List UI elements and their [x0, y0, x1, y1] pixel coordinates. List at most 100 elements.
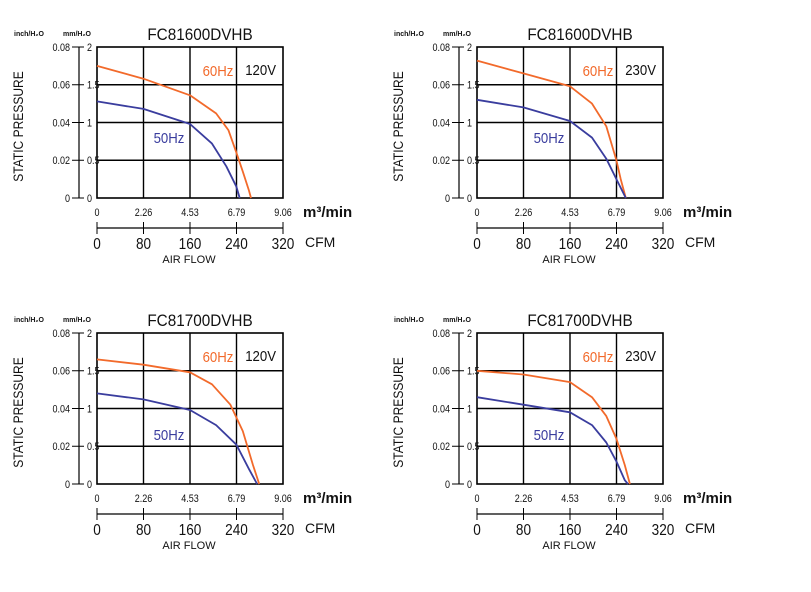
- y-tick-label-mm: 1.5: [87, 366, 100, 378]
- y-tick-label-inch: 0: [445, 479, 450, 491]
- y-tick-label-inch: 0.04: [432, 118, 450, 130]
- y-unit-inch: inch/H₂O: [14, 317, 45, 324]
- x-tick-label-cfm: 240: [225, 236, 248, 253]
- y-tick-label-mm: 0: [87, 193, 92, 205]
- series-line-60hz: [476, 369, 631, 485]
- y-unit-mm: mm/H₂O: [443, 31, 472, 38]
- y-tick-label-inch: 0.02: [52, 156, 70, 168]
- x-tick-label-cfm: 80: [516, 522, 531, 539]
- y-tick-label-mm: 1.5: [467, 366, 480, 378]
- voltage-label: 230V: [625, 347, 656, 364]
- series-line-50hz: [96, 100, 241, 199]
- y-tick-label-mm: 2: [87, 328, 92, 340]
- x-tick-label-cfm: 0: [473, 522, 481, 539]
- x-tick-label-m3: 4.53: [181, 493, 199, 505]
- x-unit-m3: m³/min: [683, 490, 732, 507]
- series-label-60hz: 60Hz: [203, 62, 234, 79]
- x-tick-label-cfm: 320: [652, 236, 675, 253]
- series-line-60hz: [96, 358, 261, 485]
- x-axis-title: AIR FLOW: [162, 254, 216, 266]
- x-unit-cfm: CFM: [305, 234, 335, 250]
- y-unit-mm: mm/H₂O: [63, 317, 92, 324]
- x-axis-title: AIR FLOW: [542, 254, 596, 266]
- y-tick-label-inch: 0.06: [432, 366, 450, 378]
- y-tick-label-inch: 0.06: [52, 80, 70, 92]
- y-tick-label-mm: 1: [87, 118, 92, 130]
- x-tick-label-m3: 0: [94, 207, 99, 219]
- y-tick-label-mm: 0.5: [87, 442, 100, 454]
- y-tick-label-mm: 2: [467, 42, 472, 54]
- x-tick-label-m3: 6.79: [228, 493, 246, 505]
- y-tick-label-inch: 0.08: [432, 42, 450, 54]
- y-tick-label-inch: 0: [65, 479, 70, 491]
- y-tick-label-inch: 0.06: [52, 366, 70, 378]
- y-axis-title: STATIC PRESSURE: [10, 71, 26, 182]
- x-tick-label-cfm: 320: [272, 236, 295, 253]
- y-tick-label-inch: 0.02: [432, 442, 450, 454]
- x-tick-label-m3: 9.06: [654, 207, 672, 219]
- x-tick-label-m3: 9.06: [274, 493, 292, 505]
- chart-title: FC81600DVHB: [527, 25, 632, 44]
- x-unit-m3: m³/min: [303, 490, 352, 507]
- y-tick-label-inch: 0.08: [52, 328, 70, 340]
- y-tick-label-inch: 0.02: [432, 156, 450, 168]
- y-tick-label-mm: 1: [467, 404, 472, 416]
- x-tick-label-cfm: 160: [559, 236, 582, 253]
- y-tick-label-inch: 0.02: [52, 442, 70, 454]
- y-unit-inch: inch/H₂O: [394, 317, 425, 324]
- x-tick-label-m3: 6.79: [228, 207, 246, 219]
- x-tick-label-m3: 4.53: [181, 207, 199, 219]
- x-unit-cfm: CFM: [305, 520, 335, 536]
- chart-title: FC81700DVHB: [527, 311, 632, 330]
- series-label-50hz: 50Hz: [154, 426, 185, 443]
- x-tick-label-cfm: 0: [93, 522, 101, 539]
- x-tick-label-cfm: 0: [473, 236, 481, 253]
- series-label-60hz: 60Hz: [203, 348, 234, 365]
- x-unit-cfm: CFM: [685, 234, 715, 250]
- y-tick-label-inch: 0.06: [432, 80, 450, 92]
- series-label-50hz: 50Hz: [154, 129, 185, 146]
- x-tick-label-m3: 4.53: [561, 207, 579, 219]
- x-tick-label-m3: 2.26: [135, 493, 153, 505]
- y-tick-label-inch: 0: [65, 193, 70, 205]
- x-tick-label-cfm: 160: [179, 236, 202, 253]
- x-tick-label-m3: 2.26: [515, 207, 533, 219]
- x-tick-label-m3: 6.79: [608, 493, 626, 505]
- x-tick-label-m3: 2.26: [135, 207, 153, 219]
- x-axis-title: AIR FLOW: [542, 540, 596, 552]
- x-tick-label-m3: 9.06: [654, 493, 672, 505]
- x-tick-label-cfm: 80: [136, 522, 151, 539]
- y-unit-mm: mm/H₂O: [63, 31, 92, 38]
- series-label-60hz: 60Hz: [583, 348, 614, 365]
- x-tick-label-m3: 4.53: [561, 493, 579, 505]
- voltage-label: 120V: [245, 347, 276, 364]
- y-unit-inch: inch/H₂O: [394, 31, 425, 38]
- y-tick-label-inch: 0.08: [52, 42, 70, 54]
- x-tick-label-cfm: 80: [516, 236, 531, 253]
- x-unit-m3: m³/min: [303, 204, 352, 221]
- series-line-60hz: [476, 59, 627, 199]
- y-tick-label-mm: 2: [87, 42, 92, 54]
- x-tick-label-cfm: 240: [225, 522, 248, 539]
- x-tick-label-m3: 2.26: [515, 493, 533, 505]
- x-unit-cfm: CFM: [685, 520, 715, 536]
- y-tick-label-mm: 0: [87, 479, 92, 491]
- x-tick-label-m3: 0: [474, 493, 479, 505]
- y-tick-label-mm: 2: [467, 328, 472, 340]
- y-unit-mm: mm/H₂O: [443, 317, 472, 324]
- y-tick-label-mm: 1.5: [467, 80, 480, 92]
- y-tick-label-inch: 0.04: [52, 404, 70, 416]
- y-axis-title: STATIC PRESSURE: [10, 357, 26, 468]
- y-tick-label-inch: 0: [445, 193, 450, 205]
- series-line-50hz: [96, 392, 258, 485]
- x-tick-label-m3: 0: [474, 207, 479, 219]
- series-line-50hz: [476, 396, 629, 485]
- x-tick-label-cfm: 0: [93, 236, 101, 253]
- x-tick-label-cfm: 240: [605, 522, 628, 539]
- y-tick-label-inch: 0.08: [432, 328, 450, 340]
- x-tick-label-m3: 9.06: [274, 207, 292, 219]
